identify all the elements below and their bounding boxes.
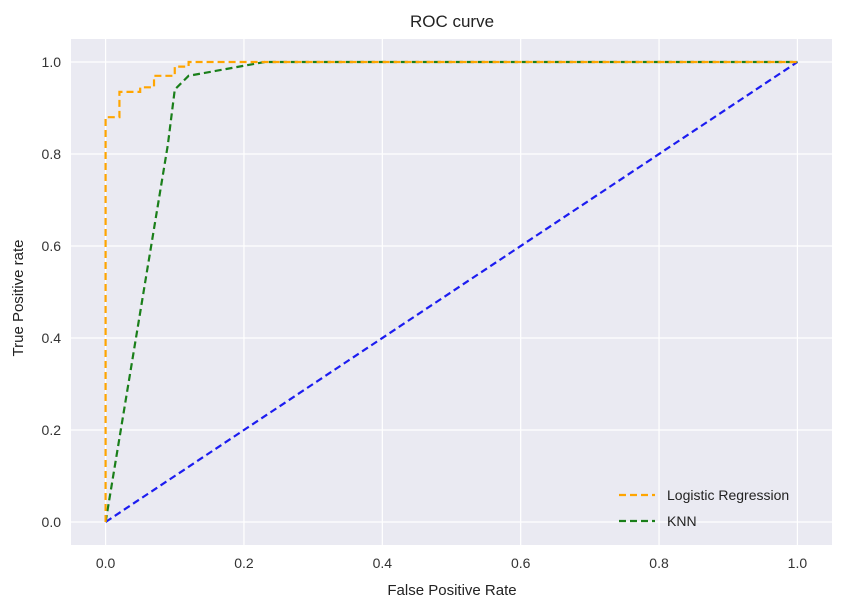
x-tick-label: 0.2: [234, 555, 254, 571]
legend: Logistic Regression KNN: [619, 487, 789, 529]
x-tick-label: 0.8: [649, 555, 669, 571]
x-tick-label: 1.0: [788, 555, 808, 571]
x-tick-label: 0.0: [96, 555, 116, 571]
y-tick-label: 0.6: [42, 238, 62, 254]
y-tick-label: 0.4: [42, 330, 62, 346]
series-line-logistic-regression: [104, 60, 798, 522]
y-tick-label: 0.0: [42, 514, 62, 530]
y-tick-label: 1.0: [42, 54, 62, 70]
chart-title: ROC curve: [410, 12, 494, 31]
tick-labels: 0.0 0.2 0.4 0.6 0.8 1.0 0.0 0.2 0.4 0.6 0.8 1.0: [42, 54, 808, 571]
series-lines: [104, 60, 799, 523]
y-tick-label: 0.8: [42, 146, 62, 162]
series-line-random-classifier: [104, 61, 799, 523]
legend-label: Logistic Regression: [667, 487, 789, 503]
x-axis-label: False Positive Rate: [387, 582, 516, 599]
y-tick-label: 0.2: [42, 422, 62, 438]
x-tick-label: 0.4: [373, 555, 393, 571]
x-tick-label: 0.6: [511, 555, 531, 571]
plot-area: [71, 39, 832, 545]
legend-label: KNN: [667, 513, 697, 529]
y-axis-label: True Positive rate: [10, 240, 27, 357]
